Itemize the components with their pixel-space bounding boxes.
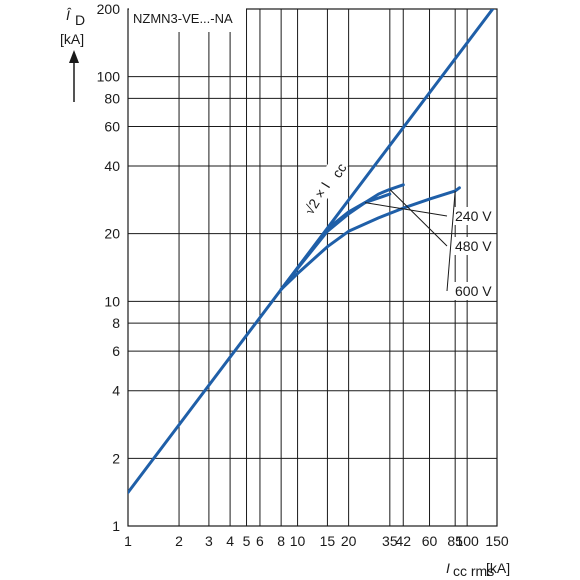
- x-tick-label: 5: [243, 533, 251, 549]
- x-tick-label: 60: [422, 533, 438, 549]
- y-axis-title: Î D [kA]: [60, 7, 85, 102]
- y-tick-label: 4: [112, 383, 120, 399]
- chart-title: NZMN3-VE...-NA: [133, 11, 233, 26]
- x-tick-label: 42: [395, 533, 411, 549]
- x-tick-label: 6: [256, 533, 264, 549]
- x-tick-label: 15: [320, 533, 336, 549]
- leader-line: [389, 189, 448, 247]
- x-axis-subscript: cc rms: [453, 563, 494, 579]
- y-tick-label: 2: [112, 450, 120, 466]
- voltage-label: 480 V: [455, 238, 492, 254]
- x-axis-symbol: I: [446, 560, 450, 576]
- y-tick-label: 200: [97, 1, 121, 17]
- x-axis-unit: [kA]: [486, 560, 510, 576]
- label-bg: [452, 282, 494, 300]
- y-tick-label: 1: [112, 518, 120, 534]
- y-tick-label: 80: [104, 90, 120, 106]
- leader-line: [446, 190, 456, 292]
- y-tick-label: 10: [104, 293, 120, 309]
- x-tick-label: 8: [277, 533, 285, 549]
- x-tick-label: 3: [205, 533, 213, 549]
- voltage-label: 600 V: [455, 283, 492, 299]
- y-axis-subscript: D: [75, 12, 85, 28]
- y-axis-arrow-head: [69, 50, 79, 63]
- label-bg: [452, 237, 494, 255]
- x-tick-label: 20: [341, 533, 357, 549]
- plot-frame: [127, 8, 498, 527]
- y-tick-label: 20: [104, 226, 120, 242]
- y-tick-label: 6: [112, 343, 120, 359]
- y-axis-unit: [kA]: [60, 31, 84, 47]
- chart-title-box: NZMN3-VE...-NA: [129, 5, 246, 32]
- x-tick-label: 10: [290, 533, 306, 549]
- y-tick-label: 100: [97, 69, 121, 85]
- grid: [127, 8, 498, 527]
- y-tick-label: 60: [104, 118, 120, 134]
- x-tick-label: 150: [485, 533, 509, 549]
- x-tick-label: 1: [124, 533, 132, 549]
- x-tick-label: 2: [175, 533, 183, 549]
- leader-line: [364, 202, 448, 217]
- x-tick-label: 100: [455, 533, 479, 549]
- x-tick-label: 4: [226, 533, 234, 549]
- y-tick-label: 8: [112, 315, 120, 331]
- y-axis-symbol: Î: [66, 7, 72, 23]
- voltage-label: 240 V: [455, 208, 492, 224]
- series: [128, 9, 495, 494]
- x-axis-title: I cc rms [kA]: [446, 560, 510, 579]
- series-line-2: [279, 183, 405, 291]
- x-tick-label: 35: [382, 533, 398, 549]
- series-line-3: [279, 186, 461, 291]
- x-tick-label: 85: [447, 533, 463, 549]
- y-tick-label: 40: [104, 158, 120, 174]
- label-bg: [452, 207, 494, 225]
